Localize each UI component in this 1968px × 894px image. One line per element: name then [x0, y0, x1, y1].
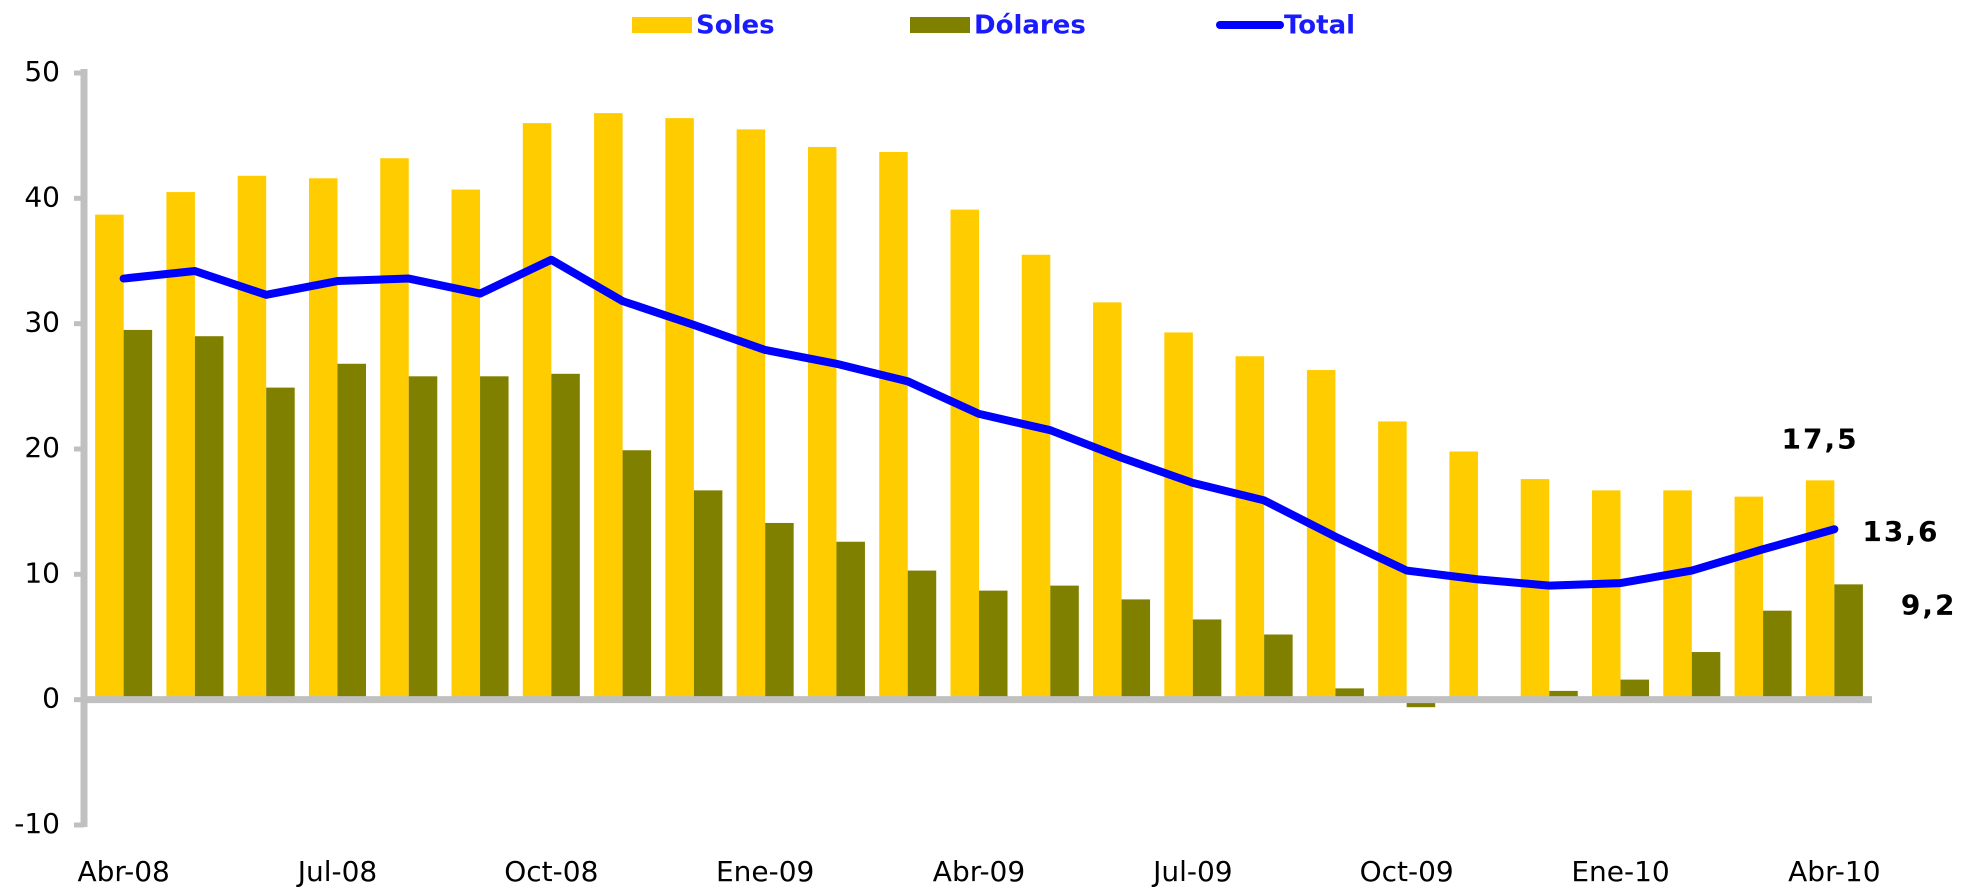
y-tick-label: 20	[24, 431, 60, 464]
bar	[1592, 490, 1621, 700]
bar	[665, 118, 694, 700]
x-tick-label: Ene-09	[716, 855, 814, 888]
bar	[408, 376, 438, 700]
bar	[1734, 496, 1764, 700]
bar	[522, 123, 552, 700]
bar	[693, 490, 723, 700]
bar	[1235, 356, 1265, 700]
legend-label: Dólares	[974, 11, 1086, 41]
x-tick-label: Oct-08	[504, 855, 598, 888]
legend-swatch	[632, 17, 692, 33]
bar	[237, 175, 267, 700]
bar	[1549, 690, 1578, 700]
bar	[807, 146, 837, 700]
bar	[1164, 332, 1193, 700]
bar	[194, 336, 224, 700]
bar	[979, 590, 1008, 700]
bar	[1834, 584, 1863, 700]
y-tick-label: 30	[24, 306, 60, 339]
bar	[1691, 652, 1721, 700]
data-label: 13,6	[1862, 515, 1939, 548]
bar	[1520, 479, 1550, 700]
bar	[1663, 490, 1692, 700]
x-tick-label: Oct-09	[1360, 855, 1454, 888]
x-tick-label: Abr-10	[1788, 855, 1880, 888]
x-tick-label: Abr-09	[933, 855, 1025, 888]
line	[119, 255, 1839, 590]
x-tick-label: Jul-09	[1151, 855, 1233, 888]
bar	[95, 214, 124, 700]
bar	[337, 363, 366, 700]
bar	[123, 329, 153, 700]
bar	[1406, 699, 1436, 708]
bar	[594, 113, 623, 700]
x-tick-label: Ene-10	[1571, 855, 1669, 888]
bar	[1121, 599, 1151, 700]
bar	[950, 209, 979, 700]
bar	[1620, 679, 1650, 700]
bar	[480, 376, 509, 700]
x-tick-label: Abr-08	[77, 855, 169, 888]
bar	[622, 450, 652, 700]
bar	[765, 522, 794, 700]
bar	[907, 570, 937, 700]
bar	[551, 373, 580, 700]
bar	[266, 387, 295, 700]
data-label: 9,2	[1901, 588, 1957, 621]
bar	[1192, 619, 1222, 700]
bar	[1805, 480, 1835, 700]
x-tick-label: Jul-08	[296, 855, 378, 888]
y-tick-label: 50	[24, 55, 60, 88]
bar	[1264, 634, 1293, 700]
legend-label: Soles	[696, 11, 775, 41]
bar	[1021, 254, 1051, 700]
bar	[1050, 585, 1079, 700]
bar	[451, 189, 481, 700]
bar	[1335, 688, 1364, 700]
bar	[308, 178, 338, 700]
bar	[736, 129, 766, 700]
y-tick-label: 10	[24, 556, 60, 589]
y-tick-label: 0	[42, 682, 60, 715]
bar	[879, 151, 908, 700]
y-tick-label: 40	[24, 180, 60, 213]
bar	[836, 541, 865, 700]
legend-label: Total	[1284, 11, 1355, 41]
bar	[380, 158, 409, 700]
bar	[1763, 610, 1792, 700]
y-tick-label: -10	[14, 807, 60, 840]
data-label: 17,5	[1782, 422, 1859, 455]
bar	[1093, 302, 1122, 700]
legend-swatch	[910, 17, 970, 33]
